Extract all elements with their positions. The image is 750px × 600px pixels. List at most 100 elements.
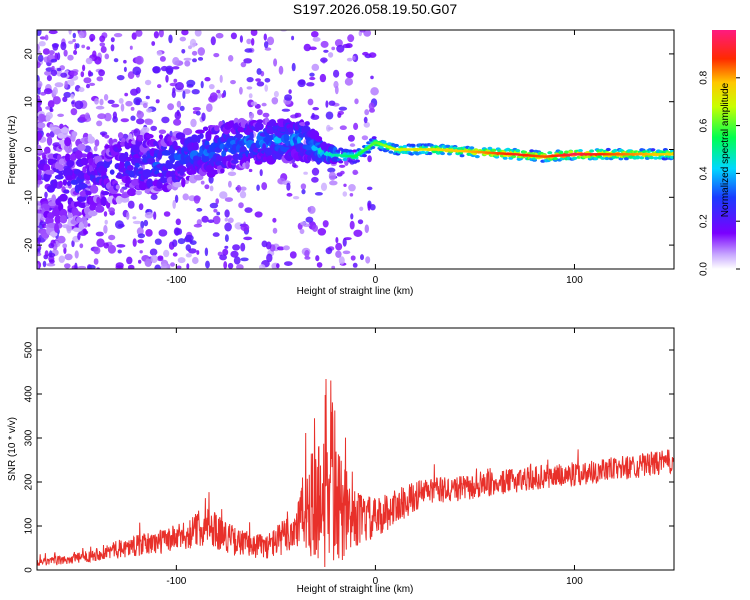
heat-ridge-cell	[420, 150, 426, 154]
snr-ticks: -100 0 100 0 100 200 300 400 500	[24, 328, 674, 587]
heat-speckle	[51, 65, 55, 71]
heat-speckle	[344, 77, 353, 86]
heat-speckle	[312, 224, 318, 232]
heat-speckle	[81, 44, 86, 49]
heat-speckle	[95, 231, 104, 237]
heat-ridge-cell	[190, 134, 199, 144]
heat-speckle	[347, 134, 355, 142]
heat-speckle	[328, 100, 336, 106]
heat-ridge-cell	[115, 184, 120, 190]
heat-speckle	[174, 111, 182, 120]
heat-ridge-cell	[193, 141, 199, 151]
heat-ridge-cell	[128, 133, 133, 141]
heat-speckle	[216, 89, 221, 94]
heat-speckle	[354, 98, 359, 105]
colorbar-tick-label: 0.2	[699, 214, 710, 228]
heat-speckle	[292, 163, 297, 168]
heat-speckle	[149, 248, 158, 256]
heat-xtick-label: -100	[166, 275, 186, 286]
heat-speckle	[273, 90, 279, 98]
heat-ridge-cell	[124, 151, 129, 159]
heat-ridge-cell	[445, 144, 451, 148]
heat-ridge-cell	[245, 160, 250, 170]
heat-speckle	[52, 96, 61, 105]
heat-speckle	[125, 100, 133, 107]
heat-ridge-cell	[146, 134, 154, 139]
heat-speckle	[45, 106, 51, 110]
heat-speckle	[311, 31, 319, 38]
heat-speckle	[87, 264, 96, 269]
heat-speckle	[311, 167, 320, 176]
heat-speckle	[37, 43, 40, 52]
heat-speckle	[248, 93, 253, 99]
heat-speckle	[107, 99, 115, 104]
heat-speckle	[316, 262, 323, 268]
heat-speckle	[153, 211, 157, 220]
heat-ridge-cell	[64, 137, 72, 147]
heat-speckle	[320, 40, 329, 48]
heat-speckle	[240, 186, 247, 191]
heat-ridge-cell	[193, 174, 204, 181]
heat-speckle	[276, 263, 280, 269]
heat-speckle	[37, 61, 41, 69]
heat-speckle	[47, 100, 55, 109]
heat-speckle	[213, 208, 218, 213]
heat-speckle	[286, 192, 293, 197]
heat-speckle	[243, 58, 253, 64]
heat-speckle	[349, 220, 355, 230]
heat-speckle	[130, 88, 139, 96]
heat-speckle	[288, 89, 292, 94]
colorbar-label: Normalized spectral amplitude	[720, 82, 731, 217]
heat-ridge-cell	[161, 177, 169, 184]
snr-ytick-label: 500	[24, 341, 35, 358]
heat-speckle	[359, 30, 366, 33]
heat-speckle	[243, 236, 253, 241]
heat-speckle	[73, 50, 78, 55]
heat-speckle	[95, 105, 105, 110]
heat-speckle	[175, 82, 184, 91]
heat-speckle	[37, 252, 42, 257]
heat-speckle	[196, 207, 203, 212]
heat-ridge-cell	[100, 196, 107, 207]
heat-speckle	[309, 72, 315, 77]
heat-speckle	[212, 232, 220, 237]
heat-speckle	[78, 31, 85, 39]
heat-ridge-cell	[65, 175, 73, 181]
heat-speckle	[334, 39, 343, 47]
heat-speckle	[94, 56, 102, 65]
heat-ridge-cell	[109, 169, 115, 175]
heat-speckle	[335, 237, 339, 244]
heat-speckle	[261, 182, 268, 191]
heat-speckle	[42, 223, 47, 229]
heat-speckle	[295, 112, 302, 118]
heat-ridge-cell	[283, 133, 290, 143]
heat-speckle	[154, 238, 162, 245]
snr-ytick-label: 300	[24, 429, 35, 446]
heat-ridge-cell	[650, 148, 656, 152]
heat-speckle	[206, 103, 213, 112]
heat-speckle	[150, 125, 157, 131]
heat-ridge-cell	[96, 196, 101, 205]
heat-ridge-cell	[205, 132, 212, 142]
heat-speckle	[135, 98, 141, 105]
heat-speckle	[342, 191, 348, 197]
heat-speckle	[137, 110, 142, 115]
heat-speckle	[70, 93, 75, 99]
heat-ridge-cell	[370, 145, 376, 150]
snr-ytick-label: 100	[24, 517, 35, 534]
heat-speckle	[300, 183, 307, 190]
heat-ridge-cell	[618, 157, 624, 161]
heat-ridge-cell	[158, 134, 164, 140]
heat-speckle	[104, 53, 110, 60]
heat-speckle	[342, 250, 351, 255]
heat-speckle	[126, 211, 130, 220]
heat-speckle	[146, 108, 153, 113]
heat-speckle	[352, 169, 359, 175]
heat-speckle	[129, 45, 133, 50]
heat-speckle	[204, 77, 211, 82]
heat-ridge-cell	[37, 122, 46, 129]
heat-ridge-cell	[577, 149, 583, 153]
heat-speckle	[272, 227, 278, 234]
heat-speckle	[191, 89, 200, 95]
